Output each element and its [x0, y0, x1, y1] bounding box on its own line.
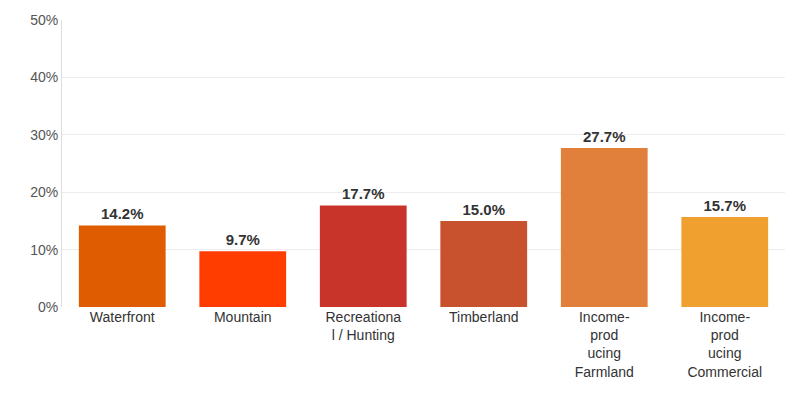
svg-text:17.7%: 17.7% — [342, 185, 385, 202]
svg-text:20%: 20% — [30, 184, 58, 200]
svg-text:Income-producingFarmland: Income-producingFarmland — [575, 309, 634, 380]
svg-text:40%: 40% — [30, 69, 58, 85]
svg-text:9.7%: 9.7% — [226, 231, 260, 248]
svg-text:Timberland: Timberland — [449, 309, 519, 325]
svg-text:30%: 30% — [30, 127, 58, 143]
svg-text:15.7%: 15.7% — [703, 197, 746, 214]
svg-text:27.7%: 27.7% — [583, 128, 626, 145]
svg-text:Recreational / Hunting: Recreational / Hunting — [326, 309, 402, 343]
svg-text:15.0%: 15.0% — [462, 201, 505, 218]
svg-text:50%: 50% — [30, 12, 58, 28]
svg-text:10%: 10% — [30, 242, 58, 258]
svg-text:Income-producingCommercial: Income-producingCommercial — [687, 309, 762, 380]
svg-text:14.2%: 14.2% — [101, 205, 144, 222]
svg-text:Mountain: Mountain — [214, 309, 272, 325]
svg-text:Waterfront: Waterfront — [90, 309, 155, 325]
svg-text:0%: 0% — [38, 299, 58, 315]
